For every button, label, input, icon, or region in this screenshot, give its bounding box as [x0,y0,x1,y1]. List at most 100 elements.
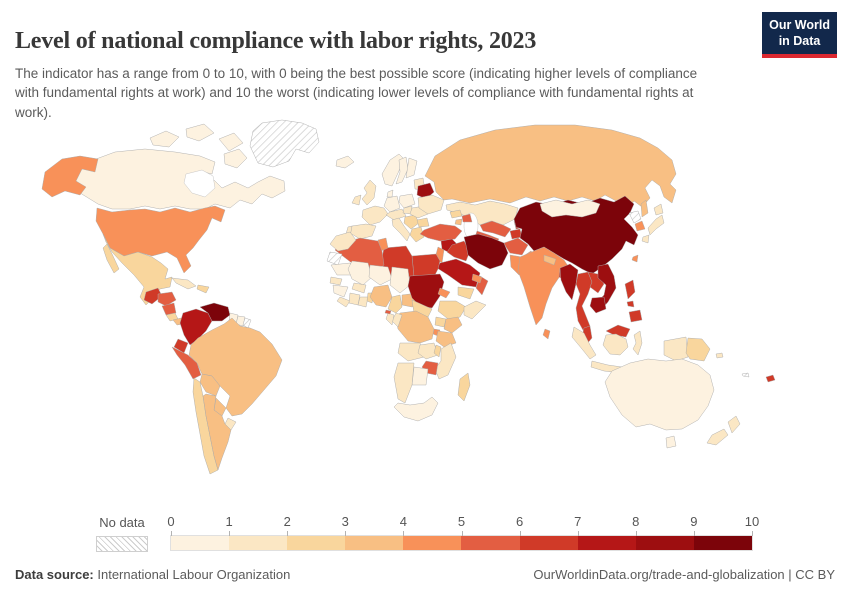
country-western-sahara[interactable] [326,251,343,266]
country-germany[interactable] [383,195,401,213]
country-nepal[interactable] [543,254,557,266]
legend-bin[interactable] [635,536,694,550]
country-suriname[interactable] [235,315,246,327]
country-equatorial-guinea[interactable] [384,309,392,315]
country-turkey[interactable] [419,223,463,242]
country-kenya[interactable] [443,316,463,334]
country-zambia[interactable] [417,342,439,360]
country-indonesia-sumatra[interactable] [571,326,597,360]
country-iceland[interactable] [335,155,355,169]
country-solomon-islands[interactable] [715,352,724,359]
country-azerbaijan[interactable] [461,213,473,223]
country-papua-new-guinea[interactable] [685,337,711,362]
country-thailand[interactable] [575,271,593,333]
country-mexico[interactable] [102,233,173,306]
country-venezuela[interactable] [199,302,231,322]
country-taiwan[interactable] [631,254,639,263]
country-greenland[interactable] [249,119,320,168]
country-ethiopia[interactable] [437,300,467,320]
country-chad[interactable] [389,266,411,294]
legend-no-data-swatch[interactable] [96,536,148,552]
owid-logo[interactable]: Our World in Data [762,12,837,59]
country-canada[interactable] [218,132,244,152]
country-colombia[interactable] [179,308,213,346]
legend-bin[interactable] [693,536,752,550]
country-central-europe[interactable] [385,208,407,221]
country-poland[interactable] [398,193,416,209]
country-new-zealand-south[interactable] [706,428,729,446]
country-greece[interactable] [409,226,425,243]
country-indonesia-papua[interactable] [663,336,689,362]
country-japan[interactable] [641,234,650,244]
country-new-zealand-north[interactable] [727,415,741,434]
country-canada[interactable] [223,148,248,169]
country-canada[interactable] [149,130,180,148]
country-spain[interactable] [349,223,377,240]
country-australia[interactable] [604,358,715,431]
country-nigeria[interactable] [369,284,393,308]
footer-link[interactable]: OurWorldinData.org/trade-and-globalizati… [533,567,785,582]
country-finland[interactable] [405,157,418,179]
country-japan[interactable] [647,214,665,236]
legend-bin[interactable] [171,536,230,550]
country-argentina[interactable] [202,393,232,471]
country-denmark[interactable] [386,189,394,198]
country-uganda[interactable] [434,316,447,328]
country-japan[interactable] [653,203,664,216]
country-italy[interactable] [391,217,411,242]
country-afghanistan[interactable] [503,237,529,256]
country-armenia[interactable] [454,218,463,226]
country-cuba[interactable] [171,277,197,290]
country-nicaragua[interactable] [161,302,177,316]
country-bulgaria[interactable] [416,217,430,228]
country-morocco[interactable] [329,231,357,252]
country-eritrea[interactable] [437,287,451,299]
country-cameroon[interactable] [387,294,403,314]
country-hispaniola[interactable] [196,284,210,294]
country-philippines-mindanao[interactable] [628,309,643,323]
country-new-caledonia[interactable] [741,372,750,378]
country-sierra-leone-liberia[interactable] [336,296,351,308]
country-niger[interactable] [368,264,393,286]
country-mali[interactable] [347,260,373,286]
legend-bin[interactable] [461,536,520,550]
legend-no-data[interactable]: No data [96,514,148,552]
country-australia-tasmania[interactable] [665,435,677,449]
legend-bin[interactable] [345,536,404,550]
country-malawi[interactable] [433,344,442,358]
country-mongolia[interactable] [539,199,601,218]
country-senegal[interactable] [329,276,343,286]
country-saudi-arabia[interactable] [436,258,481,288]
country-indonesia-kalimantan[interactable] [602,333,629,356]
country-philippines-luzon[interactable] [624,279,636,300]
country-indonesia-sulawesi[interactable] [632,330,643,356]
country-russia[interactable] [424,124,677,210]
country-burkina-faso[interactable] [351,282,367,294]
country-myanmar[interactable] [559,263,579,301]
country-south-korea[interactable] [634,220,646,232]
country-cambodia[interactable] [589,296,607,314]
country-north-korea[interactable] [628,210,642,224]
legend-bin[interactable] [229,536,288,550]
country-sudan[interactable] [407,273,445,309]
country-botswana[interactable] [411,366,429,386]
country-china[interactable] [513,195,639,275]
legend-bin[interactable] [577,536,636,550]
country-somalia[interactable] [463,300,487,320]
country-canada[interactable] [67,148,286,210]
country-iraq[interactable] [446,240,471,262]
country-guinea[interactable] [332,284,349,298]
country-angola[interactable] [397,342,425,362]
country-tanzania[interactable] [435,330,457,348]
legend-bin[interactable] [287,536,346,550]
country-ghana[interactable] [357,296,369,308]
country-uae[interactable] [471,273,483,284]
country-mexico[interactable] [102,243,120,274]
country-russia-sakhalin[interactable] [640,199,649,218]
country-usa-alaska[interactable] [41,155,99,198]
country-ireland[interactable] [351,194,362,206]
country-mozambique[interactable] [434,342,457,380]
country-peru[interactable] [171,346,202,380]
country-france[interactable] [361,205,389,226]
country-gabon[interactable] [385,312,395,326]
